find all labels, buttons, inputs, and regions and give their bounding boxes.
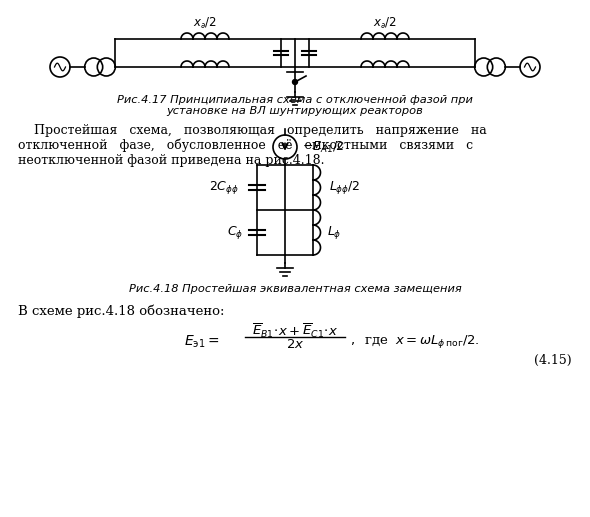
Text: $C_{\phi}$: $C_{\phi}$: [227, 224, 243, 241]
Text: $-E_{A1}/2$: $-E_{A1}/2$: [302, 140, 345, 155]
Text: В схеме рис.4.18 обозначено:: В схеме рис.4.18 обозначено:: [18, 304, 225, 317]
Text: $2x$: $2x$: [286, 338, 304, 351]
Text: неотключенной фазой приведена на рис.4.18.: неотключенной фазой приведена на рис.4.1…: [18, 154, 325, 167]
Text: Рис.4.17 Принципиальная схема с отключенной фазой при: Рис.4.17 Принципиальная схема с отключен…: [117, 95, 473, 105]
Text: $x_{\partial}/2$: $x_{\partial}/2$: [373, 16, 397, 31]
Text: $2C_{\phi\phi}$: $2C_{\phi\phi}$: [209, 179, 239, 196]
Text: $E_{\mathsf{э}1}=$: $E_{\mathsf{э}1}=$: [185, 334, 220, 350]
Text: $x_{\partial}/2$: $x_{\partial}/2$: [193, 16, 217, 31]
Text: установке на ВЛ шунтирующих реакторов: установке на ВЛ шунтирующих реакторов: [166, 106, 424, 116]
Text: Простейшая   схема,   позволяющая   определить   напряжение   на: Простейшая схема, позволяющая определить…: [18, 124, 487, 137]
Text: (4.15): (4.15): [535, 354, 572, 367]
Text: Рис.4.18 Простейшая эквивалентная схема замещения: Рис.4.18 Простейшая эквивалентная схема …: [129, 284, 461, 294]
Text: $,\;$ где $\;x=\omega L_{\phi\,\text{пог}}/2.$: $,\;$ где $\;x=\omega L_{\phi\,\text{пог…: [350, 333, 480, 351]
Circle shape: [293, 80, 297, 84]
Text: отключенной   фазе,   обусловленное   её   емкостными   связями   с: отключенной фазе, обусловленное её емкос…: [18, 139, 473, 153]
Text: $\overline{E}_{B1}\!\cdot\!x+\overline{E}_{C1}\!\cdot\!x$: $\overline{E}_{B1}\!\cdot\!x+\overline{E…: [252, 322, 338, 340]
Text: $L_{\phi\phi}/2$: $L_{\phi\phi}/2$: [329, 179, 360, 196]
Text: $L_{\phi}$: $L_{\phi}$: [327, 224, 342, 241]
